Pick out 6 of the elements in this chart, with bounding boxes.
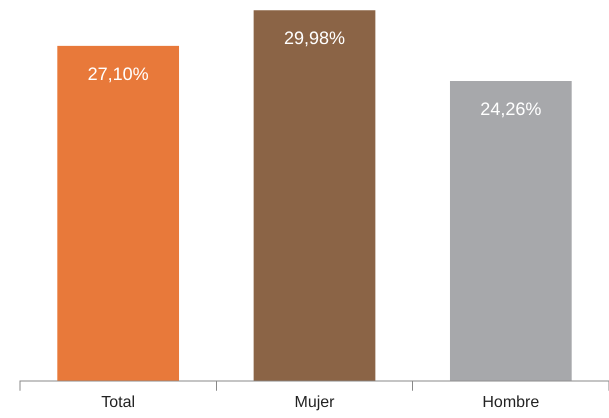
data-label: 24,26% — [480, 98, 542, 119]
x-tick-label: Total — [101, 394, 136, 411]
data-label: 29,98% — [284, 28, 346, 48]
data-label: 27,10% — [88, 64, 149, 84]
x-tick-label: Mujer — [294, 394, 336, 411]
x-tick-label: Hombre — [482, 394, 540, 411]
